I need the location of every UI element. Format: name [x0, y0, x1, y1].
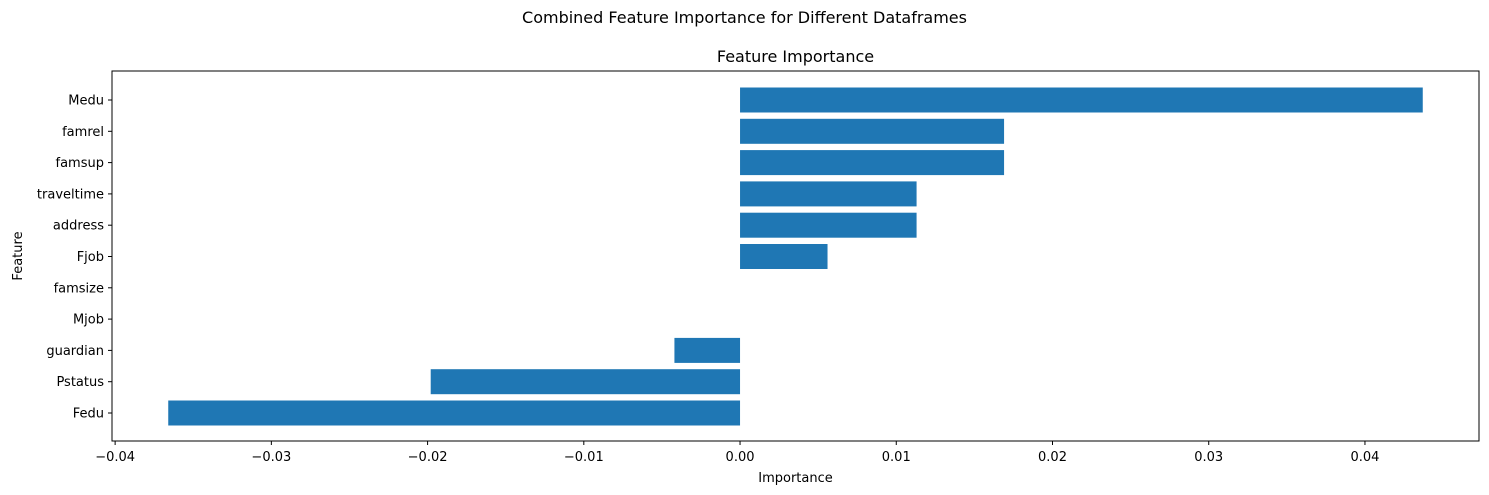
x-tick-label: −0.04	[95, 450, 135, 465]
x-tick-label: 0.04	[1350, 450, 1379, 465]
y-tick-label: Fedu	[73, 407, 104, 422]
y-tick-label: traveltime	[37, 187, 104, 202]
bar-traveltime	[740, 181, 917, 207]
x-tick-label: −0.03	[251, 450, 291, 465]
x-tick-label: −0.01	[564, 450, 604, 465]
y-tick-label: famrel	[62, 125, 104, 140]
bar-famrel	[740, 118, 1005, 144]
y-axis: Medu famrel famsup traveltime address Fjob fam…	[37, 94, 112, 422]
x-axis-label: Importance	[758, 471, 833, 486]
y-tick-label: guardian	[46, 344, 104, 359]
bars-group	[168, 87, 1423, 426]
y-tick-label: Pstatus	[56, 375, 104, 390]
y-tick-label: Mjob	[73, 313, 104, 328]
x-tick-label: 0.03	[1194, 450, 1223, 465]
bar-pstatus	[430, 369, 741, 395]
bar-guardian	[674, 337, 741, 363]
bar-fedu	[168, 400, 741, 426]
y-tick-label: address	[53, 219, 104, 234]
bar-famsup	[740, 150, 1005, 176]
bar-address	[740, 212, 917, 238]
chart-title: Feature Importance	[717, 47, 874, 66]
y-axis-label: Feature	[11, 231, 26, 280]
y-tick-label: Medu	[68, 94, 104, 109]
y-tick-label: famsup	[56, 156, 104, 171]
x-tick-label: −0.02	[408, 450, 448, 465]
y-tick-label: Fjob	[77, 250, 104, 265]
bar-fjob	[740, 244, 828, 269]
x-tick-label: 0.01	[882, 450, 911, 465]
bar-medu	[740, 87, 1423, 113]
x-axis: −0.04 −0.03 −0.02 −0.01 0.00 0.01 0.02 0.03 0.04	[95, 441, 1379, 465]
x-tick-label: 0.02	[1038, 450, 1067, 465]
x-tick-label: 0.00	[726, 450, 755, 465]
figure-suptitle: Combined Feature Importance for Differen…	[522, 8, 967, 27]
y-tick-label: famsize	[54, 281, 104, 296]
